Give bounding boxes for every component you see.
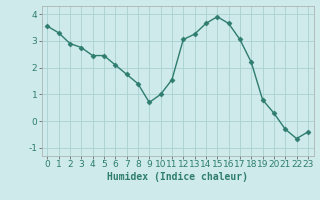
X-axis label: Humidex (Indice chaleur): Humidex (Indice chaleur) xyxy=(107,172,248,182)
